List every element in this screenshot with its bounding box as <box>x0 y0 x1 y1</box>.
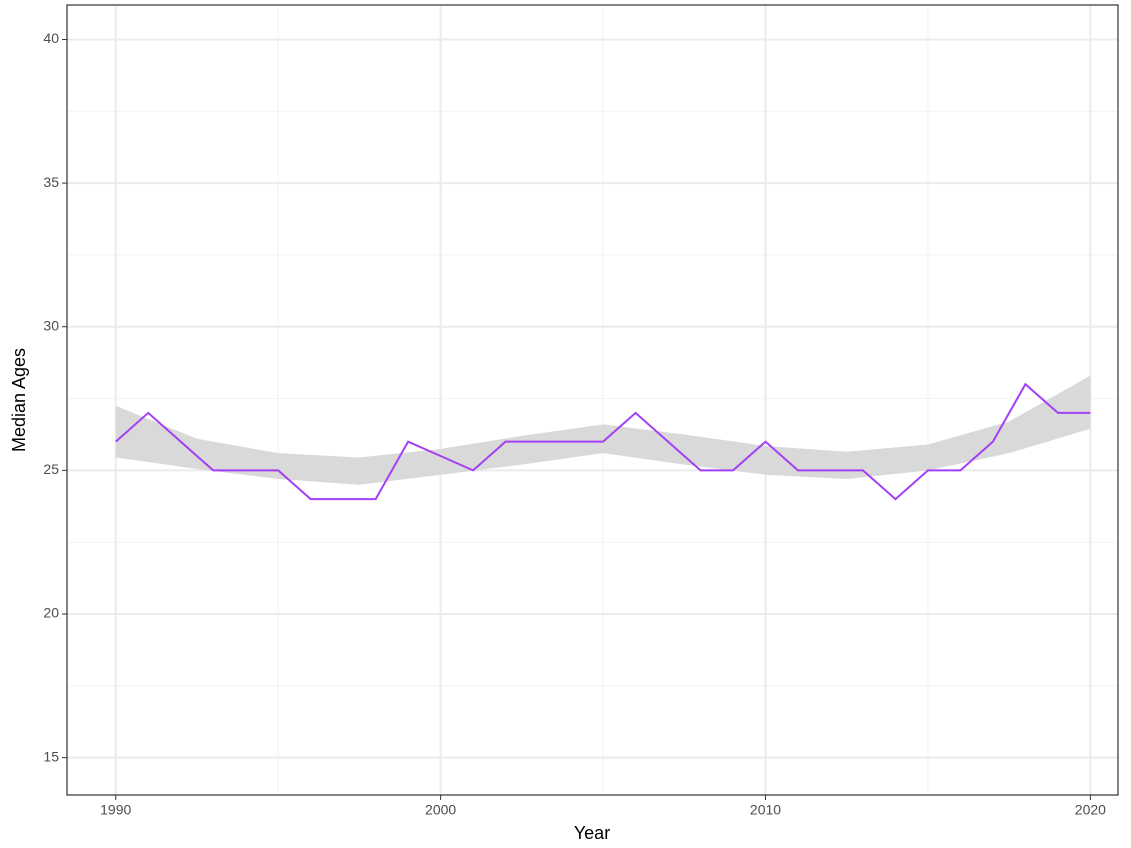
y-tick-label: 15 <box>43 748 59 764</box>
x-tick-label: 1990 <box>100 802 131 818</box>
y-axis-title: Median Ages <box>9 348 29 452</box>
x-tick-label: 2020 <box>1075 802 1106 818</box>
confidence-band <box>115 375 1091 485</box>
x-tick-label: 2010 <box>750 802 781 818</box>
line <box>115 382 1091 501</box>
y-tick-label: 30 <box>43 317 59 333</box>
y-tick-label: 35 <box>43 174 59 190</box>
x-axis-title: Year <box>574 823 610 843</box>
x-tick-label: 2000 <box>425 802 456 818</box>
y-tick-label: 25 <box>43 461 59 477</box>
y-tick-label: 20 <box>43 605 59 621</box>
panel-border <box>66 4 1119 796</box>
y-tick-label: 40 <box>43 30 59 46</box>
